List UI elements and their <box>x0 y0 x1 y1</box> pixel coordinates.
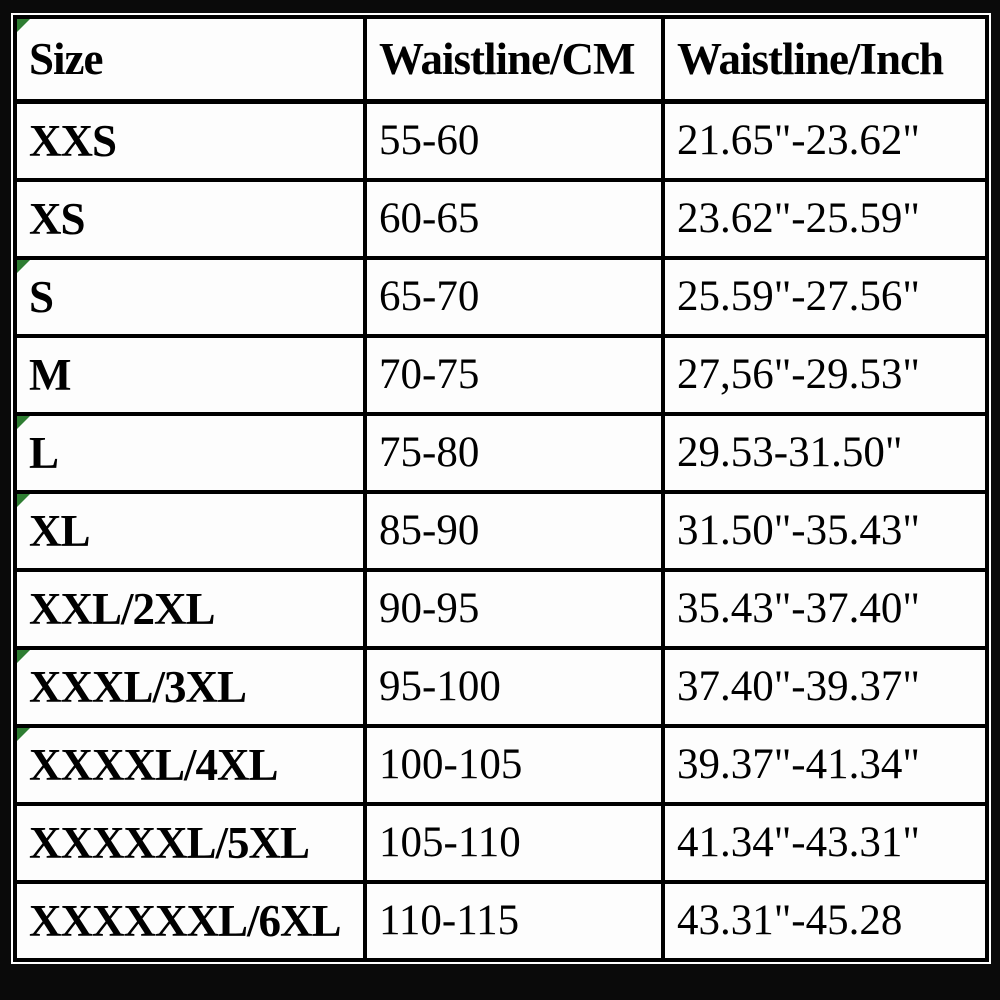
size-value: XXXL/3XL <box>29 661 247 712</box>
size-value: XXL/2XL <box>29 583 216 634</box>
inch-cell: 27,56"-29.53" <box>661 333 989 416</box>
size-value: XXXXXL/5XL <box>29 817 310 868</box>
cm-value: 60-65 <box>379 195 480 242</box>
header-size: Size <box>13 15 367 104</box>
inch-cell: 23.62"-25.59" <box>661 177 989 260</box>
header-size-label: Size <box>29 34 103 84</box>
size-value: M <box>29 349 71 400</box>
inch-value: 25.59"-27.56" <box>677 273 920 320</box>
table-row: XXXXXXL/6XL 110-115 43.31"-45.28 <box>13 879 989 962</box>
size-chart-table: Size Waistline/CM Waistline/Inch XXS 55-… <box>13 15 989 962</box>
size-value: L <box>29 427 59 478</box>
inch-cell: 25.59"-27.56" <box>661 255 989 338</box>
inch-value: 29.53-31.50" <box>677 429 903 476</box>
cm-cell: 75-80 <box>363 411 665 494</box>
inch-value: 31.50"-35.43" <box>677 507 920 554</box>
inch-value: 27,56"-29.53" <box>677 351 920 398</box>
size-cell: XXXXXL/5XL <box>13 801 367 884</box>
table-row: S 65-70 25.59"-27.56" <box>13 255 989 338</box>
inch-cell: 37.40"-39.37" <box>661 645 989 728</box>
size-cell: L <box>13 411 367 494</box>
excel-corner-marker-icon <box>19 729 30 741</box>
size-value: XXS <box>29 115 117 166</box>
cm-value: 90-95 <box>379 585 480 632</box>
cm-cell: 65-70 <box>363 255 665 338</box>
size-value: XS <box>29 193 86 244</box>
inch-value: 35.43"-37.40" <box>677 585 920 632</box>
table-row: XXXXXL/5XL 105-110 41.34"-43.31" <box>13 801 989 884</box>
excel-corner-marker-icon <box>19 495 30 507</box>
size-cell: XXXXL/4XL <box>13 723 367 806</box>
size-value: XXXXXXL/6XL <box>29 895 342 946</box>
size-value: XL <box>29 505 91 556</box>
cm-cell: 100-105 <box>363 723 665 806</box>
size-value: S <box>29 271 54 322</box>
excel-corner-marker-icon <box>19 20 30 32</box>
inch-value: 21.65"-23.62" <box>677 117 920 165</box>
size-cell: XXS <box>13 99 367 182</box>
inch-value: 23.62"-25.59" <box>677 195 920 242</box>
cm-value: 85-90 <box>379 507 480 554</box>
cm-value: 110-115 <box>379 897 520 944</box>
table-row: L 75-80 29.53-31.50" <box>13 411 989 494</box>
inch-value: 41.34"-43.31" <box>677 819 920 866</box>
inch-value: 39.37"-41.34" <box>677 741 920 788</box>
header-cm-label: Waistline/CM <box>379 34 635 84</box>
inch-cell: 31.50"-35.43" <box>661 489 989 572</box>
cm-value: 65-70 <box>379 273 480 320</box>
cm-cell: 70-75 <box>363 333 665 416</box>
inch-cell: 21.65"-23.62" <box>661 99 989 182</box>
size-cell: XS <box>13 177 367 260</box>
header-waistline-cm: Waistline/CM <box>363 15 665 104</box>
inch-cell: 43.31"-45.28 <box>661 879 989 962</box>
size-cell: XL <box>13 489 367 572</box>
cm-cell: 105-110 <box>363 801 665 884</box>
table-row: XL 85-90 31.50"-35.43" <box>13 489 989 572</box>
table-row: XXXL/3XL 95-100 37.40"-39.37" <box>13 645 989 728</box>
inch-cell: 41.34"-43.31" <box>661 801 989 884</box>
size-cell: XXXXXXL/6XL <box>13 879 367 962</box>
header-waistline-inch: Waistline/Inch <box>661 15 989 104</box>
excel-corner-marker-icon <box>19 261 30 273</box>
table-row: XXS 55-60 21.65"-23.62" <box>13 99 989 182</box>
header-row: Size Waistline/CM Waistline/Inch <box>13 15 989 104</box>
cm-cell: 55-60 <box>363 99 665 182</box>
size-cell: XXXL/3XL <box>13 645 367 728</box>
table-row: XXXXL/4XL 100-105 39.37"-41.34" <box>13 723 989 806</box>
excel-corner-marker-icon <box>19 651 30 663</box>
inch-value: 43.31"-45.28 <box>677 897 903 944</box>
table-row: XXL/2XL 90-95 35.43"-37.40" <box>13 567 989 650</box>
cm-value: 75-80 <box>379 429 480 476</box>
cm-cell: 95-100 <box>363 645 665 728</box>
table-row: XS 60-65 23.62"-25.59" <box>13 177 989 260</box>
inch-value: 37.40"-39.37" <box>677 663 920 710</box>
cm-cell: 90-95 <box>363 567 665 650</box>
inch-cell: 29.53-31.50" <box>661 411 989 494</box>
cm-value: 70-75 <box>379 351 480 398</box>
header-inch-label: Waistline/Inch <box>677 34 944 84</box>
inch-cell: 39.37"-41.34" <box>661 723 989 806</box>
cm-cell: 60-65 <box>363 177 665 260</box>
size-cell: XXL/2XL <box>13 567 367 650</box>
cm-cell: 85-90 <box>363 489 665 572</box>
cm-value: 95-100 <box>379 663 501 710</box>
size-value: XXXXL/4XL <box>29 739 279 790</box>
cm-value: 55-60 <box>379 117 480 165</box>
size-cell: S <box>13 255 367 338</box>
cm-value: 100-105 <box>379 741 523 788</box>
size-cell: M <box>13 333 367 416</box>
excel-corner-marker-icon <box>19 417 30 429</box>
table-row: M 70-75 27,56"-29.53" <box>13 333 989 416</box>
size-chart-table-frame: Size Waistline/CM Waistline/Inch XXS 55-… <box>11 13 991 964</box>
inch-cell: 35.43"-37.40" <box>661 567 989 650</box>
cm-cell: 110-115 <box>363 879 665 962</box>
cm-value: 105-110 <box>379 819 521 866</box>
